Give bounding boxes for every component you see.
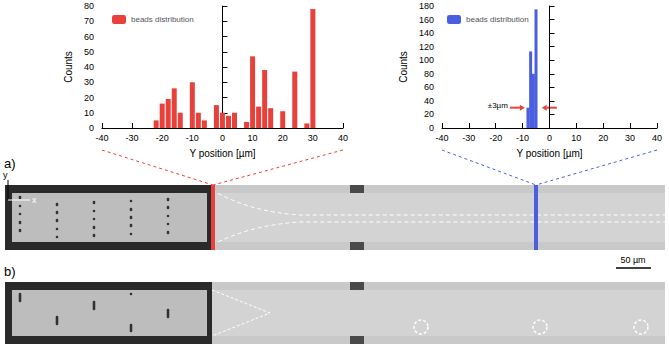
svg-text:80: 80 bbox=[424, 69, 434, 79]
svg-text:40: 40 bbox=[84, 62, 94, 72]
svg-text:beads distribution: beads distribution bbox=[131, 15, 194, 24]
svg-text:20: 20 bbox=[84, 93, 94, 103]
svg-text:a): a) bbox=[4, 156, 16, 171]
svg-text:-30: -30 bbox=[462, 133, 475, 143]
svg-text:Y position [µm]: Y position [µm] bbox=[516, 148, 582, 159]
svg-text:b): b) bbox=[4, 264, 16, 279]
svg-text:30: 30 bbox=[625, 133, 635, 143]
svg-text:-30: -30 bbox=[126, 133, 139, 143]
svg-text:0: 0 bbox=[547, 133, 552, 143]
svg-text:Counts: Counts bbox=[63, 51, 74, 83]
svg-text:x: x bbox=[32, 195, 37, 205]
svg-text:0: 0 bbox=[429, 123, 434, 133]
svg-text:-40: -40 bbox=[95, 133, 108, 143]
svg-text:70: 70 bbox=[84, 16, 94, 26]
svg-text:80: 80 bbox=[84, 1, 94, 11]
svg-text:20: 20 bbox=[278, 133, 288, 143]
svg-text:60: 60 bbox=[84, 32, 94, 42]
svg-text:160: 160 bbox=[419, 15, 434, 25]
svg-text:30: 30 bbox=[84, 77, 94, 87]
svg-text:20: 20 bbox=[424, 109, 434, 119]
svg-text:Counts: Counts bbox=[398, 51, 409, 83]
svg-text:y: y bbox=[3, 170, 8, 180]
svg-text:60: 60 bbox=[424, 82, 434, 92]
svg-text:-20: -20 bbox=[489, 133, 502, 143]
svg-text:40: 40 bbox=[338, 133, 348, 143]
svg-text:40: 40 bbox=[652, 133, 662, 143]
svg-text:120: 120 bbox=[419, 42, 434, 52]
svg-text:50: 50 bbox=[84, 47, 94, 57]
svg-text:±3µm: ±3µm bbox=[488, 101, 508, 110]
svg-text:10: 10 bbox=[248, 133, 258, 143]
svg-text:-20: -20 bbox=[156, 133, 169, 143]
svg-text:beads distribution: beads distribution bbox=[466, 15, 529, 24]
svg-text:30: 30 bbox=[308, 133, 318, 143]
svg-text:40: 40 bbox=[424, 96, 434, 106]
svg-text:100: 100 bbox=[419, 55, 434, 65]
svg-text:10: 10 bbox=[84, 108, 94, 118]
svg-text:0: 0 bbox=[89, 123, 94, 133]
svg-text:10: 10 bbox=[571, 133, 581, 143]
svg-text:20: 20 bbox=[598, 133, 608, 143]
svg-text:180: 180 bbox=[419, 1, 434, 11]
svg-text:Y position [µm]: Y position [µm] bbox=[189, 148, 255, 159]
svg-text:-10: -10 bbox=[516, 133, 529, 143]
svg-text:140: 140 bbox=[419, 28, 434, 38]
svg-text:-10: -10 bbox=[186, 133, 199, 143]
svg-text:50 µm: 50 µm bbox=[620, 255, 645, 265]
svg-text:-40: -40 bbox=[435, 133, 448, 143]
svg-text:0: 0 bbox=[220, 133, 225, 143]
